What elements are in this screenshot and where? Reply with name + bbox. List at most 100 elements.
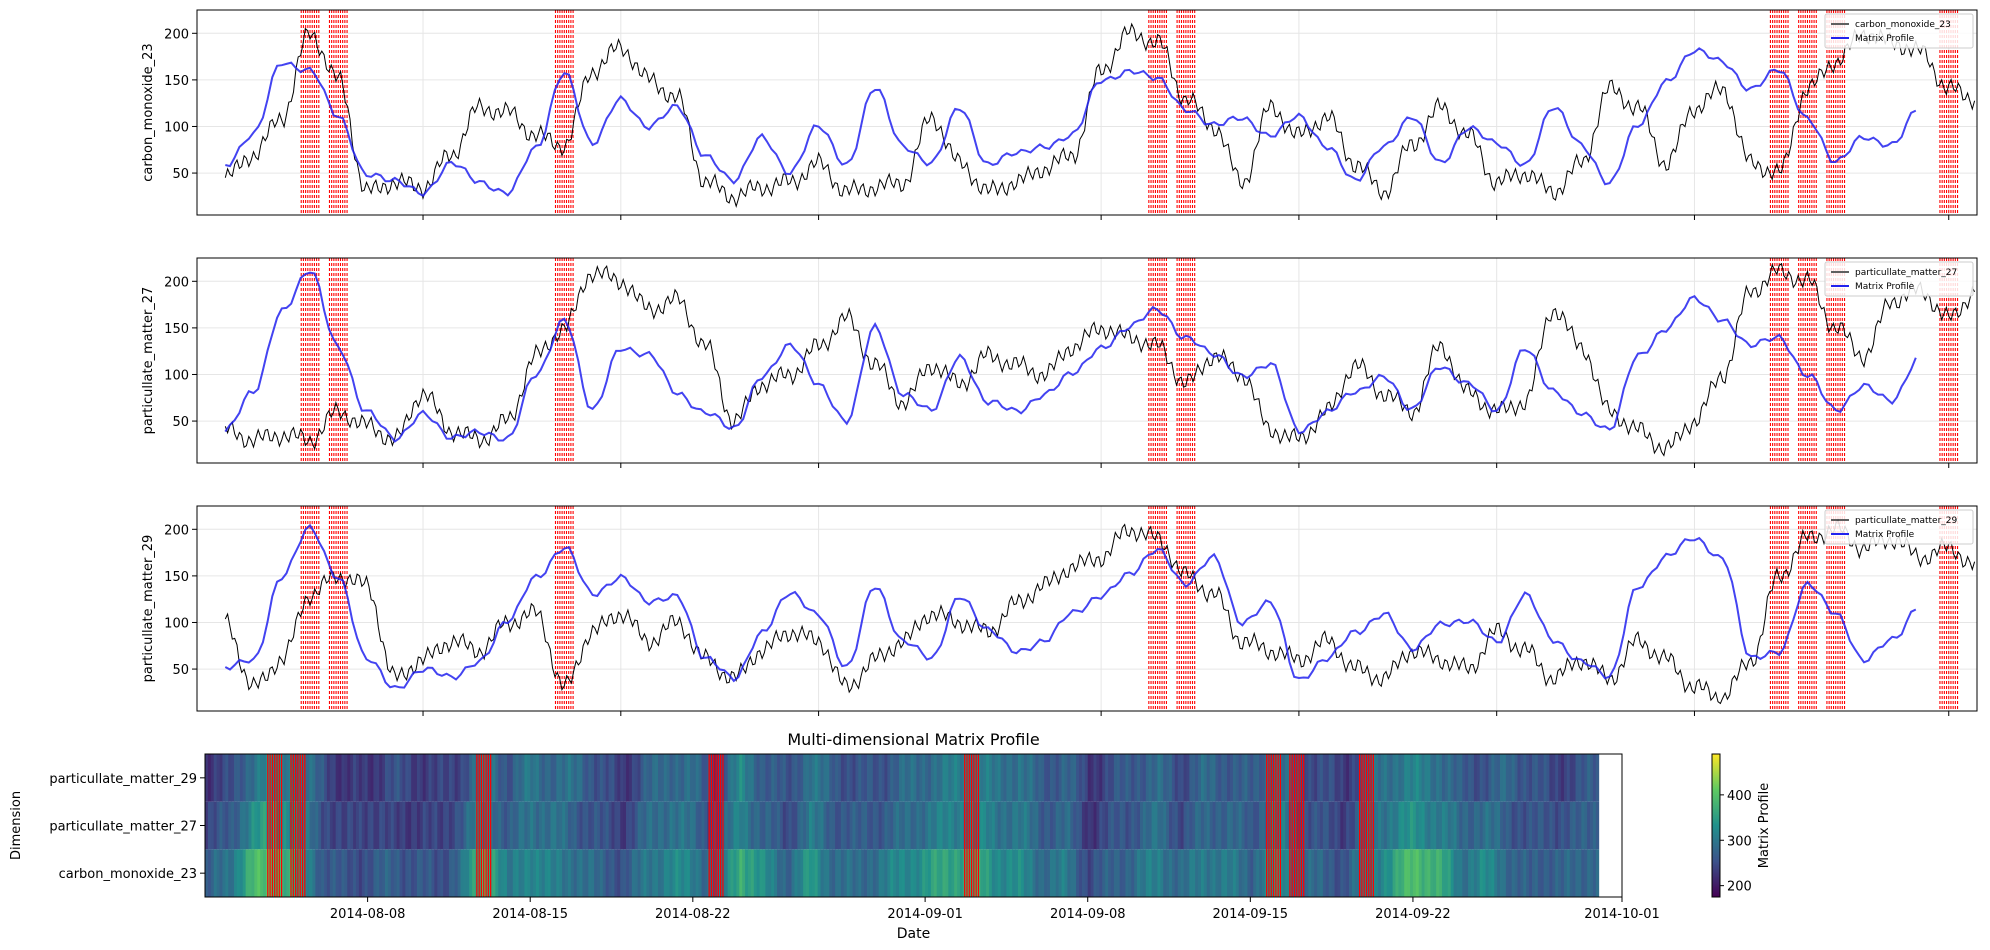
- heatmap-cell: [1209, 754, 1213, 802]
- heatmap-cell: [1189, 754, 1193, 802]
- heatmap-cell: [1569, 849, 1574, 897]
- heatmap-cell: [1006, 754, 1010, 802]
- heatmap-cell: [1363, 801, 1367, 850]
- heatmap-cell: [1052, 754, 1057, 802]
- heatmap-cell: [660, 849, 665, 897]
- heatmap-cell: [991, 754, 996, 802]
- heatmap-cell: [1195, 849, 1199, 897]
- heatmap-cell: [518, 849, 522, 897]
- heatmap-cell: [1308, 801, 1312, 850]
- heatmap-cell: [1079, 849, 1083, 897]
- heatmap-cell: [1511, 754, 1515, 802]
- heatmap-cell: [1581, 849, 1585, 897]
- heatmap-cell: [538, 849, 543, 897]
- heatmap-cell: [1540, 801, 1545, 850]
- heatmap-cell: [596, 801, 601, 850]
- heatmap-cell: [695, 801, 700, 850]
- heatmap-cell: [228, 801, 232, 850]
- heatmap-cell: [788, 801, 792, 850]
- heatmap-cell: [925, 801, 929, 850]
- heatmap-cell: [286, 754, 290, 802]
- heatmap-cell: [463, 801, 467, 850]
- heatmap-cell: [1206, 754, 1211, 802]
- heatmap-xticks: 2014-08-08 2014-08-15 2014-08-22 2014-09-01…: [330, 897, 1660, 922]
- heatmap-cell: [852, 849, 856, 897]
- heatmap-cell: [1456, 754, 1460, 802]
- heatmap-cell: [1061, 801, 1065, 850]
- heatmap-cell: [1404, 801, 1408, 850]
- heatmap-cell: [248, 849, 252, 897]
- heatmap-cell: [1012, 754, 1016, 802]
- heatmap-cell: [1096, 849, 1100, 897]
- heatmap-cell: [414, 801, 418, 850]
- heatmap-cell: [1410, 801, 1414, 850]
- heatmap-cell: [1131, 801, 1135, 850]
- heatmap-cell: [312, 849, 316, 897]
- heatmap-cell: [811, 849, 816, 897]
- heatmap-cell: [596, 849, 601, 897]
- heatmap-cell: [817, 801, 821, 850]
- heatmap-cell: [1555, 754, 1559, 802]
- heatmap-cell: [408, 754, 412, 802]
- heatmap-cell: [315, 754, 319, 802]
- heatmap-cell: [893, 801, 897, 850]
- heatmap-cell: [553, 849, 557, 897]
- heatmap-cell: [733, 801, 737, 850]
- heatmap-cell: [231, 801, 235, 850]
- heatmap-cell: [533, 754, 537, 802]
- heatmap-cell: [1363, 754, 1367, 802]
- heatmap-cell: [1070, 801, 1074, 850]
- heatmap-cell: [1099, 754, 1103, 802]
- heatmap-cell: [1383, 754, 1388, 802]
- heatmap-cell: [472, 849, 476, 897]
- heatmap-cell: [1546, 801, 1550, 850]
- heatmap-cell: [1131, 849, 1135, 897]
- heatmap-cell: [329, 801, 334, 850]
- heatmap-cell: [573, 801, 578, 850]
- heatmap-cell: [556, 754, 560, 802]
- heatmap-cell: [1296, 754, 1301, 802]
- heatmap-cell: [898, 801, 903, 850]
- heatmap-cell: [1192, 849, 1196, 897]
- heatmap-cell: [437, 754, 441, 802]
- heatmap-cell: [936, 801, 941, 850]
- heatmap-cell: [1198, 801, 1202, 850]
- heatmap-cell: [283, 849, 287, 897]
- heatmap-cell: [657, 849, 662, 897]
- heatmap-cell: [1523, 849, 1527, 897]
- heatmap-cell: [663, 801, 668, 850]
- heatmap-cell: [419, 754, 424, 802]
- heatmap-cell: [733, 754, 737, 802]
- heatmap-cell: [727, 849, 731, 897]
- heatmap-cell: [698, 754, 702, 802]
- heatmap-cell: [419, 849, 424, 897]
- heatmap-cell: [646, 801, 650, 850]
- heatmap-cell: [1325, 754, 1330, 802]
- heatmap-cell: [1029, 754, 1033, 802]
- heatmap-cell: [933, 754, 938, 802]
- heatmap-cell: [309, 801, 313, 850]
- data-series-line: [224, 262, 1976, 457]
- heatmap-cell: [614, 754, 618, 802]
- heatmap-cell: [774, 849, 778, 897]
- heatmap-cell: [495, 754, 499, 802]
- heatmap-cell: [332, 754, 337, 802]
- heatmap-cell: [1108, 754, 1112, 802]
- heatmap-cell: [643, 801, 647, 850]
- heatmap-cell: [1212, 754, 1216, 802]
- heatmap-cell: [858, 801, 862, 850]
- heatmap-cell: [762, 801, 766, 850]
- heatmap-cell: [321, 801, 325, 850]
- heatmap-cell: [297, 754, 302, 802]
- heatmap-cell: [1340, 754, 1344, 802]
- heatmap-cell: [274, 801, 278, 850]
- heatmap-cell: [416, 754, 421, 802]
- heatmap-cell: [1308, 849, 1312, 897]
- heatmap-cell: [1116, 754, 1121, 802]
- heatmap-cell: [843, 754, 848, 802]
- heatmap-cell: [692, 801, 697, 850]
- heatmap-cell: [1183, 801, 1187, 850]
- heatmap-cell: [1177, 801, 1182, 850]
- heatmap-cell: [501, 801, 505, 850]
- heatmap-cell: [1070, 849, 1074, 897]
